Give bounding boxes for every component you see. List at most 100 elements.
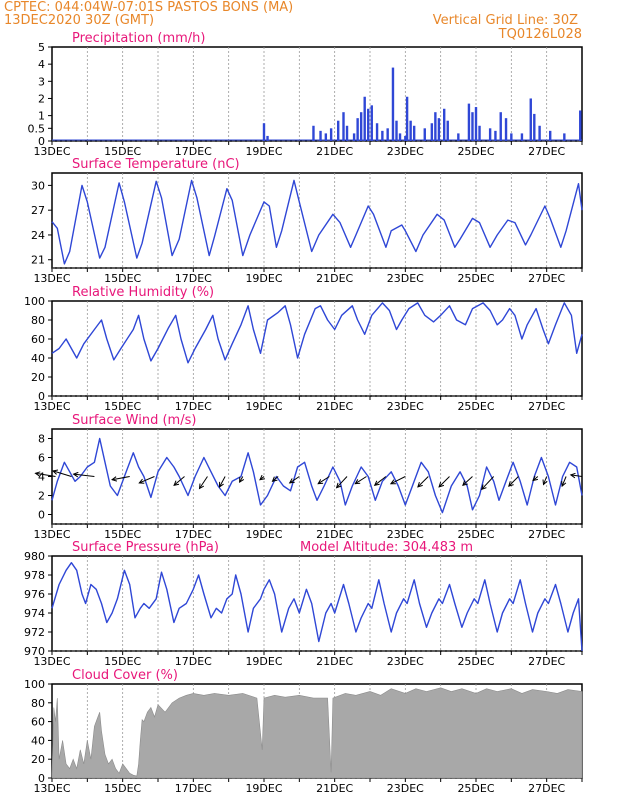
pres-ylabel: 978 [24,569,45,582]
cloud-ylabel: 20 [31,753,45,766]
precip-bar [467,103,471,141]
wind-xlabel: 27DEC [528,528,565,541]
precip-xlabel: 19DEC [245,145,282,158]
rh-ylabel: 20 [31,371,45,384]
wind-vector-head [532,475,539,482]
wind-vector [561,476,567,487]
precip-ylabel: 5 [38,41,45,54]
wind-vector-head [561,481,567,488]
wind-xlabel: 25DEC [457,528,494,541]
wind-xlabel: 23DEC [387,528,424,541]
wind-xlabel: 15DEC [104,528,141,541]
wind-vector-head [373,480,380,486]
precip-bar [381,130,384,141]
precip-bar [437,118,441,141]
precip-bar [423,128,426,141]
precip-title: Precipitation (mm/h) [72,31,205,46]
precip-ylabel: 2 [38,92,45,105]
precip-bar [494,130,497,141]
wind-vector [374,476,387,486]
pres-xlabel: 21DEC [316,655,353,668]
precip-bar [549,130,552,141]
precip-bar [363,96,366,141]
wind-vector-head [259,474,265,481]
precip-bar [356,118,359,141]
pres-xlabel: 27DEC [528,655,565,668]
precip-ylabel: 1 [38,110,45,123]
wind-vector-head [542,479,548,486]
wind-ylabel: 2 [38,490,45,503]
wind-title: Surface Wind (m/s) [72,413,196,428]
wind-xlabel: 13DEC [33,528,70,541]
wind-ylabel: 0 [38,509,45,522]
wind-vector [199,476,208,489]
rh-frame [51,300,583,397]
precip-bar [342,112,345,141]
rh-ylabel: 40 [31,352,45,365]
rh-xlabel: 13DEC [33,400,70,413]
precip-ylabel: 0 [38,135,45,148]
cloud-area [51,687,583,779]
rh-ylabel: 100 [24,295,45,308]
wind-vector-head [111,476,118,482]
precip-bar [520,133,524,141]
precip-xlabel: 25DEC [457,145,494,158]
precip-bar [430,123,434,141]
precip-bar [443,108,446,141]
pres-title: Surface Pressure (hPa) [72,540,219,555]
precip-bar [329,128,333,141]
precip-bar [533,113,536,141]
rh-ylabel: 0 [38,390,45,403]
cloud-ylabel: 40 [31,734,45,747]
precip-bar [478,125,481,141]
wind-ylabel: 4 [38,471,45,484]
wind-vector [272,476,279,482]
wind-vector-head [438,481,445,488]
precip-ylabel: 4 [38,58,45,71]
precip-bar [262,123,266,141]
header-station: CPTEC: 044:04W-07:01S PASTOS BONS (MA) [4,0,294,15]
wind-vector [139,476,155,484]
wind-vector-head [198,483,205,490]
rh-xlabel: 21DEC [316,400,353,413]
rh-xlabel: 15DEC [104,400,141,413]
wind-vector [417,476,429,488]
cloud-ylabel: 80 [31,697,45,710]
wind-line [51,437,583,514]
wind-vector [35,472,56,477]
rh-xlabel: 25DEC [457,400,494,413]
pres-line [51,562,583,652]
pres-xlabel: 19DEC [245,655,282,668]
precip-xlabel: 21DEC [316,145,353,158]
wind-vector-head [417,481,423,488]
rh-panel [48,300,583,400]
wind-vector [112,476,130,481]
wind-vector-head [335,482,342,489]
precip-bar [474,107,478,141]
precip-bar [337,120,340,141]
precip-bar [352,133,356,141]
precip-bar [386,128,389,141]
wind-vector [52,470,72,477]
pres-xlabel: 15DEC [104,655,141,668]
cloud-xlabel: 25DEC [457,782,494,795]
header-code: TQ0126L028 [498,27,582,42]
rh-xlabel: 27DEC [528,400,565,413]
header-date: 13DEC2020 30Z (GMT) [4,13,155,28]
precip-bar [471,112,474,141]
wind-vector-head [288,478,295,484]
precip-bar [391,67,395,141]
rh-line [51,302,583,364]
wind-vector-head [34,471,41,477]
temp-line [51,179,583,265]
temp-ylabel: 27 [31,204,45,217]
wind-vector [508,476,519,487]
header-grid-note: Vertical Grid Line: 30Z [432,13,578,28]
rh-title: Relative Humidity (%) [72,285,214,300]
pres-xlabel: 13DEC [33,655,70,668]
wind-frame [51,428,583,525]
temp-xlabel: 21DEC [316,272,353,285]
precip-bar [434,112,437,141]
pres-ylabel: 974 [24,607,45,620]
